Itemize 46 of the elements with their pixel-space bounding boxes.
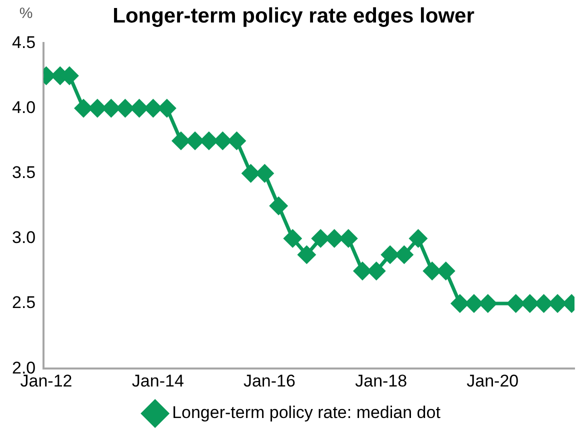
point [368,262,386,280]
point [270,197,288,215]
point [451,294,469,312]
chart-title: Longer-term policy rate edges lower [112,4,474,28]
point [158,100,176,118]
point [312,230,330,248]
point [340,230,358,248]
point [409,230,427,248]
y-tick-label: 3.0 [12,228,36,248]
point [326,230,344,248]
point [423,262,441,280]
point [381,246,399,264]
x-tick-label: Jan-20 [466,371,519,390]
point [507,294,525,312]
y-axis-title: % [19,4,33,22]
point [284,230,302,248]
x-tick-label: Jan-14 [132,371,184,390]
point [242,164,260,182]
point [116,100,134,118]
point [214,132,232,150]
point [354,262,372,280]
point [74,100,92,118]
point [102,100,120,118]
point [521,294,539,312]
point [298,246,316,264]
point [256,164,274,182]
point [186,132,204,150]
point [395,246,413,264]
x-tick-label: Jan-18 [355,371,408,390]
y-tick-label: 4.0 [12,98,36,117]
point [130,100,148,118]
legend-label: Longer-term policy rate: median dot [172,403,441,422]
point [548,294,566,312]
point [88,100,106,118]
x-tick-label: Jan-16 [243,371,296,390]
point [437,262,455,280]
point [144,100,162,118]
point [479,294,497,312]
point [172,132,190,150]
y-tick-label: 2.5 [12,293,36,312]
point [535,294,553,312]
y-tick-label: 4.5 [12,32,36,52]
point [228,132,246,150]
y-tick-label: 3.5 [12,163,36,182]
point [200,132,218,150]
point [465,294,483,312]
